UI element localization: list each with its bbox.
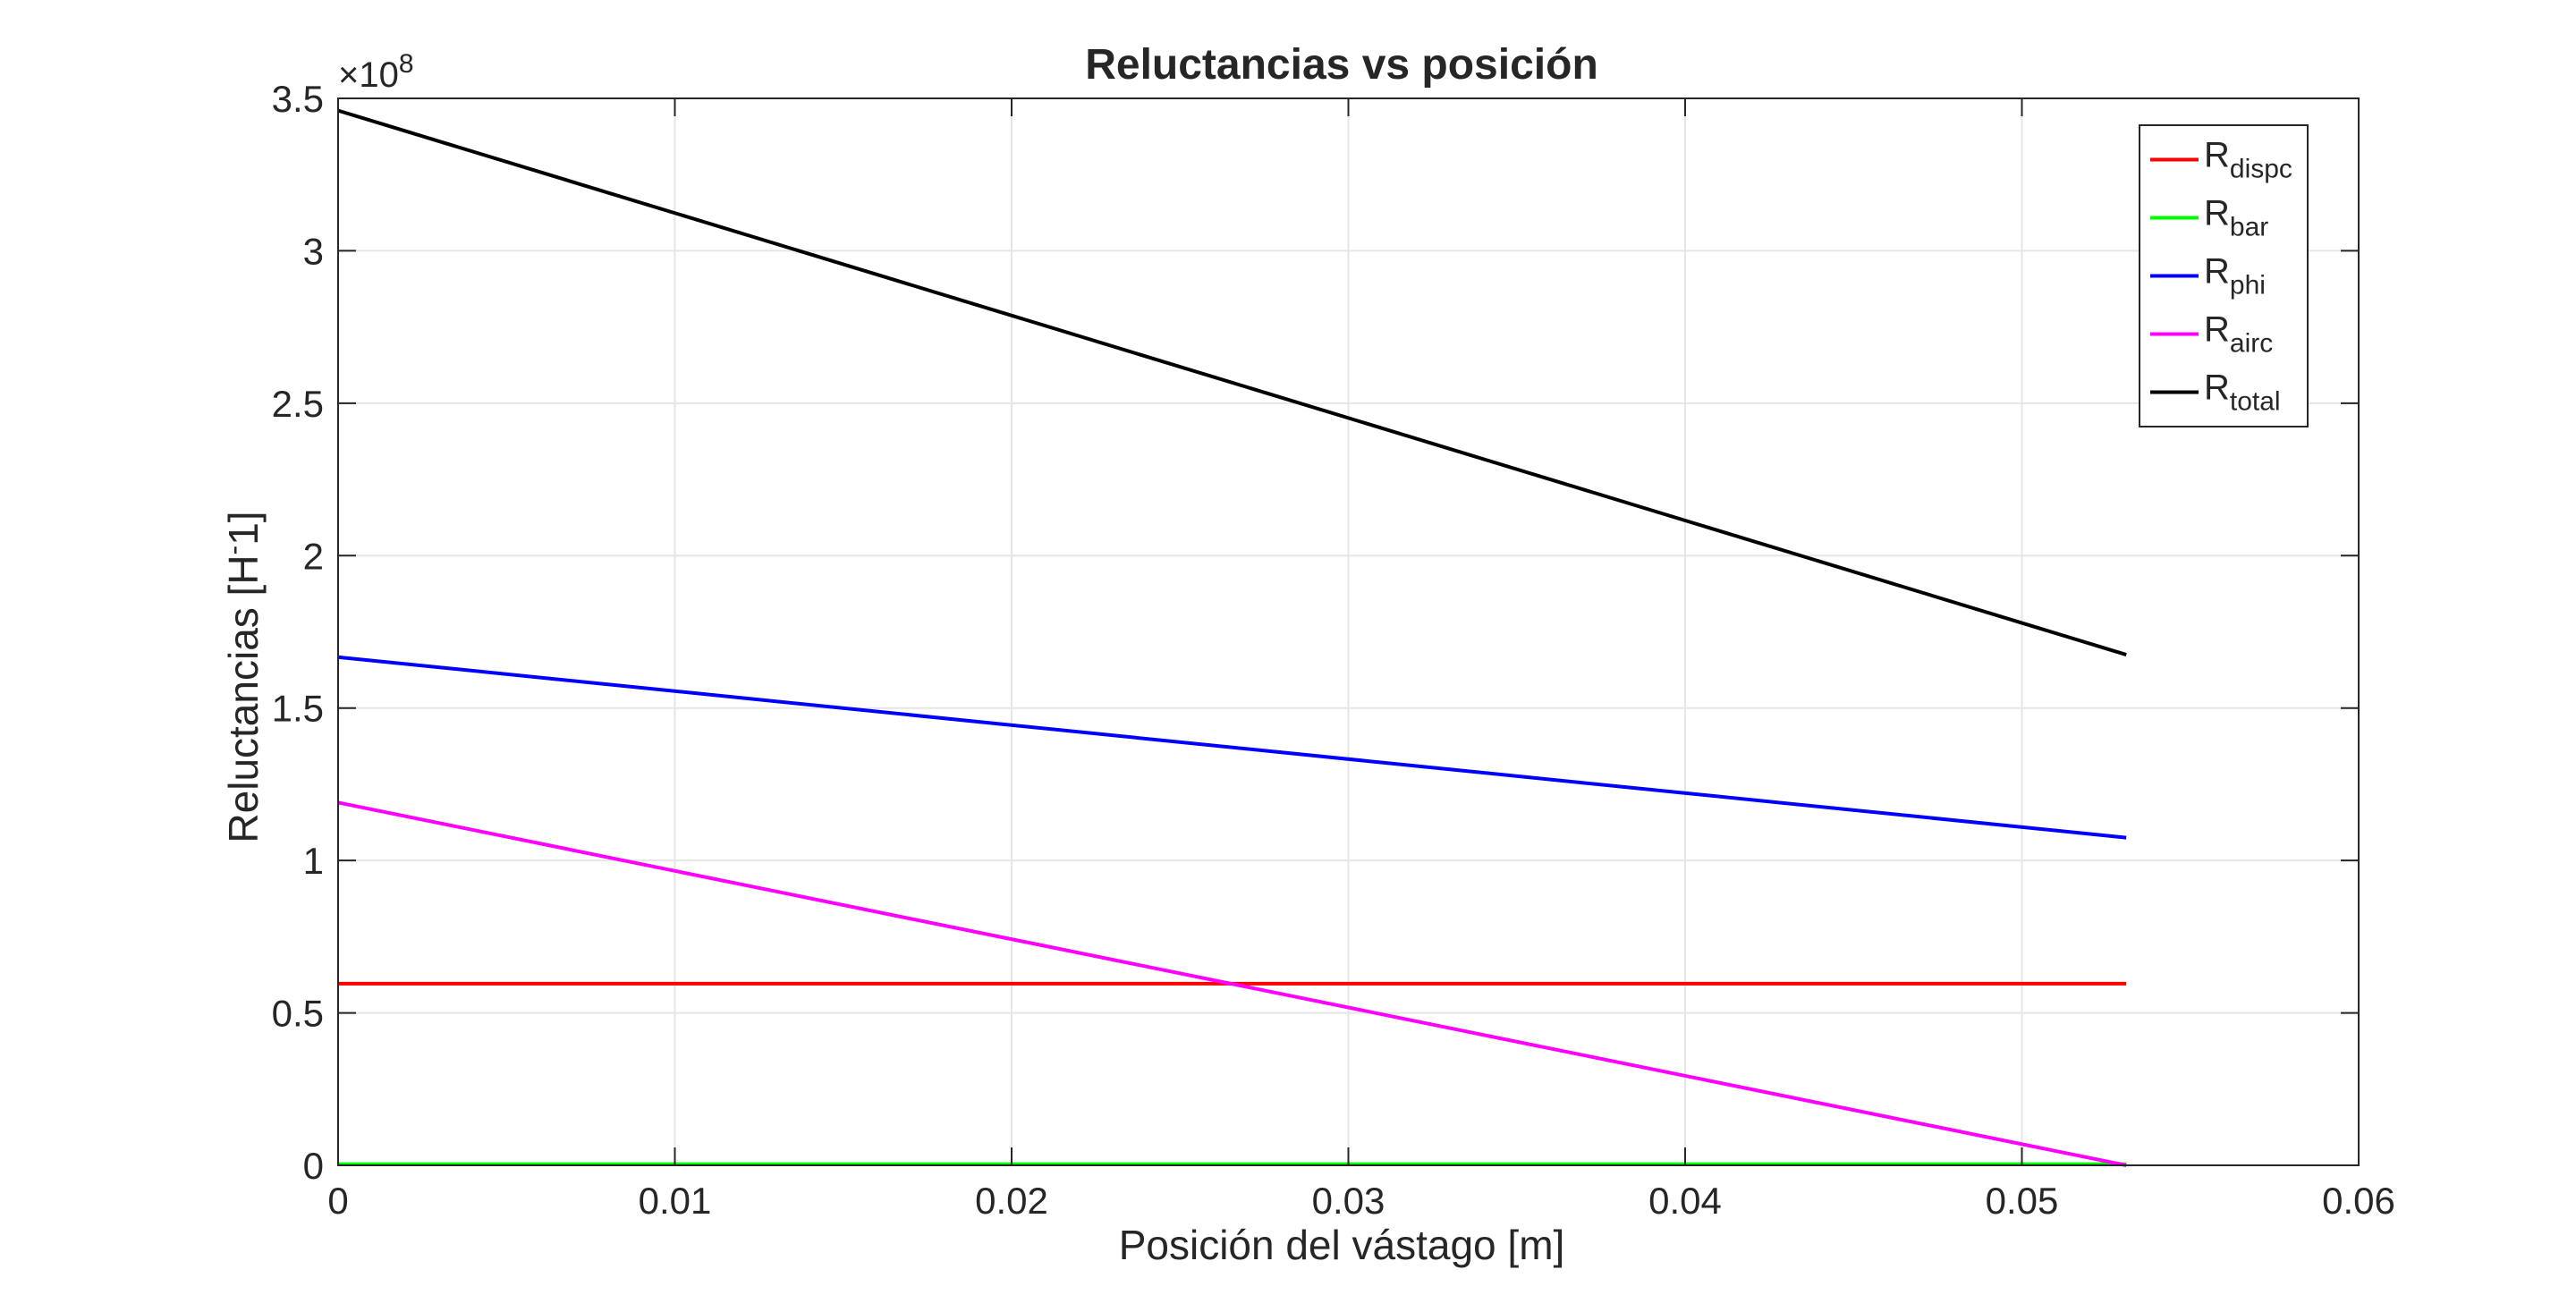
grid-lines: [337, 97, 2360, 1166]
x-tick-label: 0.03: [1312, 1180, 1385, 1222]
x-tick-label: 0.04: [1648, 1180, 1722, 1222]
tick-marks: [337, 97, 2360, 1166]
series-line-total: [337, 108, 2127, 656]
y-axis-label: Reluctancias [H-1]: [217, 511, 267, 842]
x-tick-label: 0: [327, 1180, 348, 1222]
x-tick-label: 0.05: [1986, 1180, 2059, 1222]
x-tick-labels: 0 0.01 0.02 0.03 0.04 0.05 0.06: [327, 1180, 2395, 1222]
series-line-airc: [337, 800, 2127, 1167]
legend-label-bar: Rbar: [2204, 194, 2268, 242]
y-tick-label: 0.5: [272, 993, 324, 1035]
y-tick-label: 1: [303, 840, 324, 882]
x-tick-label: 0.01: [639, 1180, 712, 1222]
y-tick-labels: 0 0.5 1 1.5 2 2.5 3 3.5: [272, 78, 324, 1187]
legend-label-phi: Rphi: [2204, 252, 2266, 300]
x-tick-label: 0.02: [975, 1180, 1048, 1222]
series-lines: [337, 108, 2127, 1167]
legend-label-total: Rtotal: [2204, 368, 2281, 417]
y-tick-label: 2.5: [272, 383, 324, 425]
series-line-phi: [337, 655, 2127, 840]
chart-title: Reluctancias vs posición: [1085, 41, 1598, 89]
legend-label-dispc: Rdispc: [2204, 136, 2292, 184]
legend: Rdispc Rbar Rphi Rairc Rtotal: [2139, 124, 2309, 427]
y-exponent-label: ×108: [338, 49, 414, 95]
legend-label-airc: Rairc: [2204, 310, 2273, 359]
x-tick-label: 0.06: [2322, 1180, 2395, 1222]
y-tick-label: 2: [303, 535, 324, 577]
y-tick-label: 1.5: [272, 688, 324, 730]
y-tick-label: 0: [303, 1145, 324, 1187]
x-axis-label: Posición del vástago [m]: [1119, 1222, 1565, 1268]
y-tick-label: 3.5: [272, 78, 324, 120]
y-tick-label: 3: [303, 230, 324, 272]
